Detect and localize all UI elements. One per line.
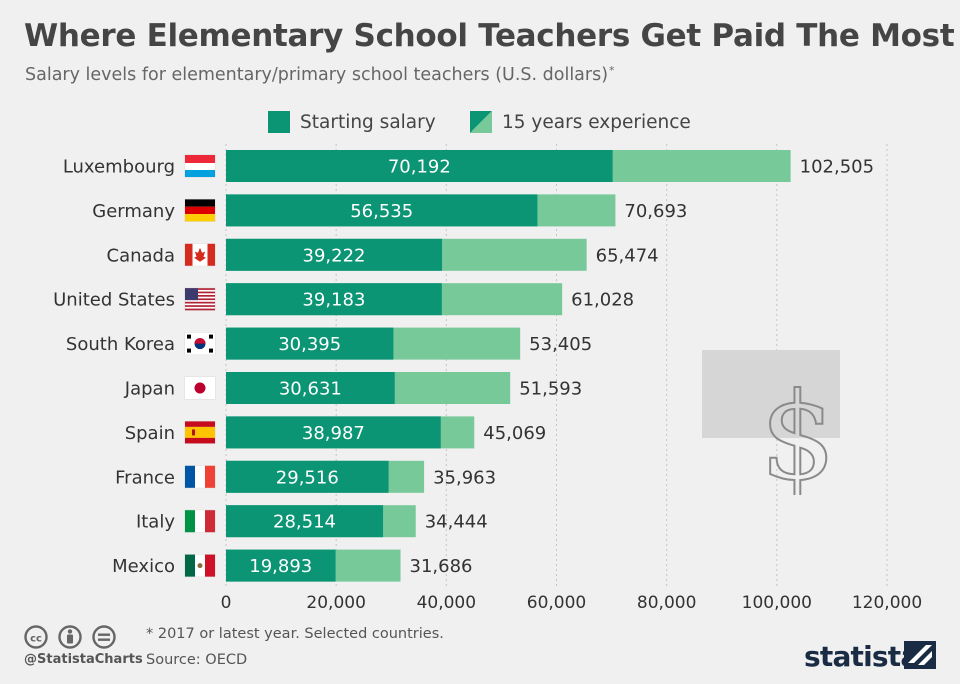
- flag-spain-icon: [184, 420, 216, 444]
- legend-item-experience: 15 years experience: [470, 111, 691, 133]
- flag-mexico-icon: [184, 554, 216, 578]
- category-label: France: [115, 467, 175, 488]
- bar-starting-salary: [226, 372, 395, 404]
- data-label-experience: 34,444: [425, 512, 488, 533]
- bar-starting-salary: [226, 460, 389, 493]
- flag-canada-icon: [184, 243, 216, 267]
- flag-south-korea-icon: [184, 332, 216, 356]
- flag-france-icon: [184, 465, 216, 489]
- svg-text:$: $: [760, 368, 836, 495]
- data-label-starting: 70,192: [388, 157, 451, 178]
- category-label: Germany: [92, 201, 175, 222]
- data-label-starting: 30,395: [278, 334, 341, 355]
- data-label-experience: 70,693: [624, 201, 687, 222]
- flag-luxembourg-icon: [184, 154, 216, 178]
- data-label-experience: 61,028: [571, 290, 634, 311]
- data-label-starting: 29,516: [276, 467, 339, 488]
- data-label-experience: 31,686: [410, 556, 473, 577]
- bar-starting-salary: [226, 283, 442, 316]
- x-tick-label: 120,000: [852, 593, 922, 613]
- bar-starting-salary: [226, 505, 384, 538]
- bar-starting-salary: [226, 238, 443, 271]
- data-label-starting: 39,183: [302, 290, 365, 311]
- x-tick-label: 40,000: [417, 593, 476, 613]
- flag-italy-icon: [184, 509, 216, 533]
- footnote: * 2017 or latest year. Selected countrie…: [146, 626, 444, 642]
- data-label-experience: 102,505: [800, 157, 874, 178]
- data-label-starting: 39,222: [303, 245, 366, 266]
- category-label: Italy: [136, 512, 175, 533]
- bar-starting-salary: [226, 416, 441, 449]
- legend-label-starting: Starting salary: [300, 111, 436, 133]
- dollar-sign-illustration: $: [702, 350, 840, 495]
- category-label: Luxembourg: [63, 157, 175, 178]
- x-tick-label: 0: [221, 593, 232, 613]
- data-label-starting: 38,987: [302, 423, 365, 444]
- flag-germany-icon: [184, 198, 216, 222]
- flag-united-states-icon: [184, 287, 216, 311]
- category-label: Japan: [124, 379, 175, 400]
- source-note: Source: OECD: [146, 652, 248, 668]
- statista-logo-text[interactable]: statista: [804, 640, 919, 673]
- data-label-experience: 51,593: [519, 379, 582, 400]
- bar-starting-salary: [226, 150, 613, 182]
- category-label: United States: [53, 290, 175, 311]
- data-label-starting: 30,631: [279, 379, 342, 400]
- x-tick-label: 20,000: [306, 593, 365, 613]
- bar-starting-salary: [226, 194, 538, 227]
- data-label-experience: 35,963: [433, 467, 496, 488]
- bar-chart: 0 20,000 40,000 60,000 80,000 100,000 120,000 7…: [53, 144, 922, 613]
- category-label: South Korea: [66, 334, 175, 355]
- data-label-experience: 45,069: [483, 423, 546, 444]
- chart-title: Where Elementary School Teachers Get Pai…: [24, 18, 955, 54]
- legend-label-experience: 15 years experience: [502, 111, 691, 133]
- data-label-starting: 56,535: [350, 201, 413, 222]
- data-label-experience: 65,474: [596, 245, 659, 266]
- subtitle-text: Salary levels for elementary/primary sch…: [25, 65, 609, 85]
- chart-subtitle: Salary levels for elementary/primary sch…: [25, 64, 615, 85]
- bar-starting-salary: [226, 549, 336, 582]
- statista-logo-icon: [904, 641, 936, 669]
- bar-starting-salary: [226, 327, 394, 360]
- legend-swatch-experience: [470, 111, 492, 133]
- legend-item-starting: Starting salary: [268, 111, 436, 133]
- category-label: Mexico: [112, 556, 175, 577]
- flag-japan-icon: [184, 376, 216, 400]
- category-label: Canada: [107, 245, 176, 266]
- data-label-starting: 28,514: [273, 512, 336, 533]
- x-tick-label: 60,000: [527, 593, 586, 613]
- x-tick-label: 100,000: [742, 593, 812, 613]
- x-tick-label: 80,000: [637, 593, 696, 613]
- svg-text:cc: cc: [30, 634, 42, 645]
- social-handle[interactable]: @StatistaCharts: [24, 652, 143, 667]
- legend-swatch-starting: [268, 111, 290, 133]
- data-label-experience: 53,405: [529, 334, 592, 355]
- creative-commons-icons: cc: [24, 625, 116, 649]
- data-label-starting: 19,893: [249, 556, 312, 577]
- subtitle-footnote-marker: *: [609, 64, 615, 77]
- category-label: Spain: [125, 423, 175, 444]
